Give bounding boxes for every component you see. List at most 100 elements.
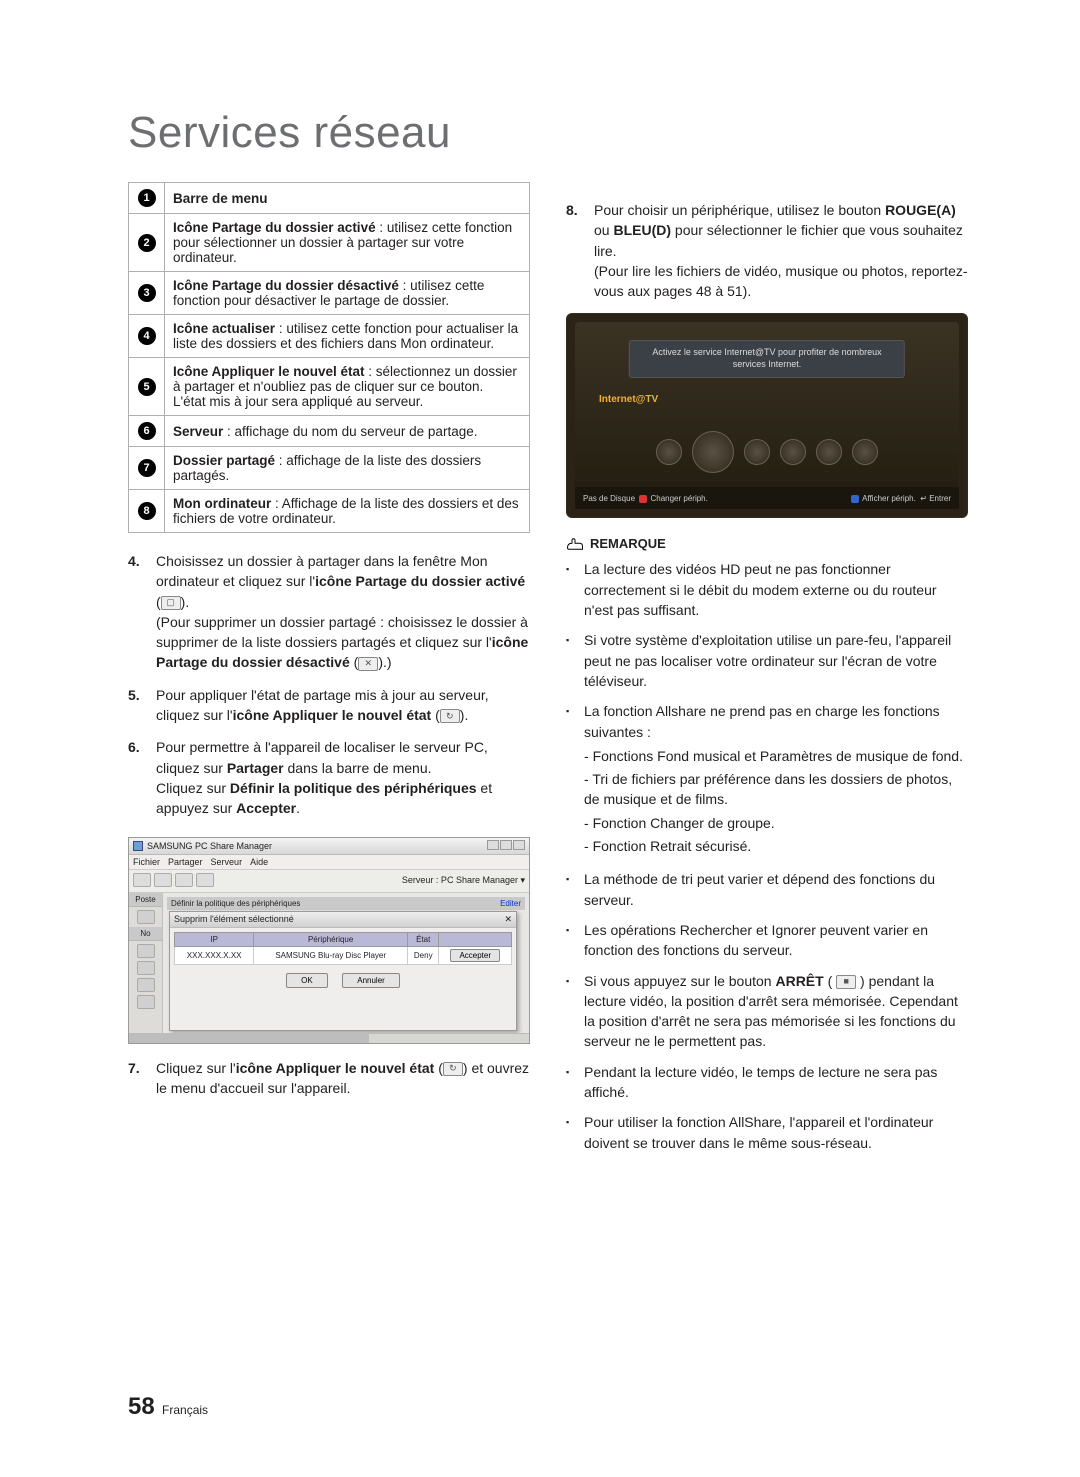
tv-screenshot: Activez le service Internet@TV pour prof… — [566, 313, 968, 518]
step-number: 6. — [128, 737, 156, 818]
remarks-list: La lecture des vidéos HD peut ne pas fon… — [566, 559, 968, 1152]
pc-share-manager-window: SAMSUNG PC Share Manager FichierPartager… — [128, 837, 530, 1044]
remark-sub: Fonction Retrait sécurisé. — [584, 836, 968, 856]
table-cell: Accepter — [439, 946, 512, 964]
accept-button[interactable]: Accepter — [450, 949, 500, 962]
steps-list: 4.Choisissez un dossier à partager dans … — [128, 551, 530, 819]
legend-number: 3 — [138, 284, 156, 302]
page-number: 58 — [128, 1393, 155, 1420]
remark-text: Si votre système d'exploitation utilise … — [584, 630, 968, 691]
dialog-close-icon: ✕ — [504, 914, 512, 925]
remarque-header: REMARQUE — [566, 536, 968, 551]
remark-text: La lecture des vidéos HD peut ne pas fon… — [584, 559, 968, 620]
scrollbar — [129, 1033, 529, 1043]
menu-item: Fichier — [133, 857, 160, 867]
page-footer: 58 Français — [128, 1393, 208, 1421]
legend-number: 2 — [138, 234, 156, 252]
page-title: Services réseau — [128, 108, 968, 158]
note-icon — [566, 537, 584, 551]
step-body: Choisissez un dossier à partager dans la… — [156, 551, 530, 673]
window-controls — [486, 840, 525, 852]
step-7: 7. Cliquez sur l'icône Appliquer le nouv… — [128, 1058, 530, 1099]
app-icon — [133, 841, 143, 851]
legend-text: Icône Partage du dossier activé : utilis… — [165, 214, 530, 272]
ok-button[interactable]: OK — [286, 973, 328, 988]
remark-text: Les opérations Rechercher et Ignorer peu… — [584, 920, 968, 961]
legend-text: Barre de menu — [165, 183, 530, 214]
window-toolbar: Serveur : PC Share Manager ▾ — [129, 870, 529, 893]
panel-title: Définir la politique des périphériques — [171, 899, 300, 908]
legend-text: Dossier partagé : affichage de la liste … — [165, 447, 530, 490]
legend-number: 8 — [138, 502, 156, 520]
tv-icon-row — [575, 431, 959, 473]
tv-status: Pas de Disque — [583, 494, 635, 503]
step-number: 5. — [128, 685, 156, 726]
step-8: 8. Pour choisir un périphérique, utilise… — [566, 200, 968, 301]
remark-sub: Fonction Changer de groupe. — [584, 813, 968, 833]
left-strip-label2: No — [129, 927, 162, 941]
step-number: 4. — [128, 551, 156, 673]
left-strip-label: Poste — [129, 893, 162, 907]
page-language: Français — [162, 1403, 208, 1417]
legend-text: Icône actualiser : utilisez cette foncti… — [165, 315, 530, 358]
window-title: SAMSUNG PC Share Manager — [147, 841, 272, 851]
tv-banner: Activez le service Internet@TV pour prof… — [629, 340, 905, 377]
tv-service-label: Internet@TV — [599, 394, 658, 405]
legend-text: Icône Partage du dossier désactivé : uti… — [165, 272, 530, 315]
panel-header: Définir la politique des périphériques E… — [167, 897, 525, 910]
remark-sub: Fonctions Fond musical et Paramètres de … — [584, 746, 968, 766]
step-body: Pour appliquer l'état de partage mis à j… — [156, 685, 530, 726]
tv-icon — [816, 439, 842, 465]
remark-text: Si vous appuyez sur le bouton ARRÊT ( ■ … — [584, 971, 968, 1052]
table-cell: Deny — [408, 946, 439, 964]
tv-bottom-bar: Pas de Disque Changer périph. Afficher p… — [575, 487, 959, 509]
window-titlebar: SAMSUNG PC Share Manager — [129, 838, 529, 855]
legend-text: Mon ordinateur : Affichage de la liste d… — [165, 490, 530, 533]
legend-number: 7 — [138, 459, 156, 477]
tv-icon — [852, 439, 878, 465]
legend-number: 6 — [138, 422, 156, 440]
tv-icon — [744, 439, 770, 465]
window-menubar: FichierPartagerServeurAide — [129, 855, 529, 870]
tv-hint-a: Changer périph. — [650, 494, 707, 503]
table-header: IP — [175, 932, 254, 946]
tv-icon — [656, 439, 682, 465]
menu-item: Aide — [250, 857, 268, 867]
table-header: État — [408, 932, 439, 946]
menu-item: Serveur — [211, 857, 243, 867]
tv-icon — [692, 431, 734, 473]
icon-legend-table: 1 Barre de menu 2 Icône Partage du dossier … — [128, 182, 530, 533]
device-policy-dialog: Supprim l'élément sélectionné ✕ IPPériph… — [169, 911, 517, 1031]
tv-icon — [780, 439, 806, 465]
step-number: 8. — [566, 200, 594, 301]
edit-link: Editer — [500, 899, 521, 908]
tv-hint-enter: Entrer — [929, 494, 951, 503]
step-body: Pour choisir un périphérique, utilisez l… — [594, 200, 968, 301]
left-column: 1 Barre de menu 2 Icône Partage du dossier … — [128, 182, 530, 1163]
legend-number: 4 — [138, 327, 156, 345]
remark-text: La fonction Allshare ne prend pas en cha… — [584, 701, 968, 859]
cancel-button[interactable]: Annuler — [342, 973, 400, 988]
legend-number: 1 — [138, 189, 156, 207]
left-strip: Poste No — [129, 893, 163, 1043]
remark-text: Pour utiliser la fonction AllShare, l'ap… — [584, 1112, 968, 1153]
step-body: Cliquez sur l'icône Appliquer le nouvel … — [156, 1058, 530, 1099]
legend-number: 5 — [138, 378, 156, 396]
table-cell: XXX.XXX.X.XX — [175, 946, 254, 964]
remarque-label: REMARQUE — [590, 536, 666, 551]
server-label: Serveur : PC Share Manager ▾ — [402, 875, 525, 886]
step-body: Pour permettre à l'appareil de localiser… — [156, 737, 530, 818]
right-column: 8. Pour choisir un périphérique, utilise… — [566, 182, 968, 1163]
step-number: 7. — [128, 1058, 156, 1099]
tv-hint-d: Afficher périph. — [862, 494, 916, 503]
device-table: IPPériphériqueÉtat XXX.XXX.X.XXSAMSUNG B… — [174, 932, 512, 965]
remark-sub: Tri de fichiers par préférence dans les … — [584, 769, 968, 810]
remark-text: Pendant la lecture vidéo, le temps de le… — [584, 1062, 968, 1103]
legend-text: Serveur : affichage du nom du serveur de… — [165, 416, 530, 447]
dialog-title: Supprim l'élément sélectionné — [174, 914, 294, 925]
legend-text: Icône Appliquer le nouvel état : sélecti… — [165, 358, 530, 416]
table-header — [439, 932, 512, 946]
table-header: Périphérique — [254, 932, 408, 946]
remark-text: La méthode de tri peut varier et dépend … — [584, 869, 968, 910]
table-cell: SAMSUNG Blu-ray Disc Player — [254, 946, 408, 964]
